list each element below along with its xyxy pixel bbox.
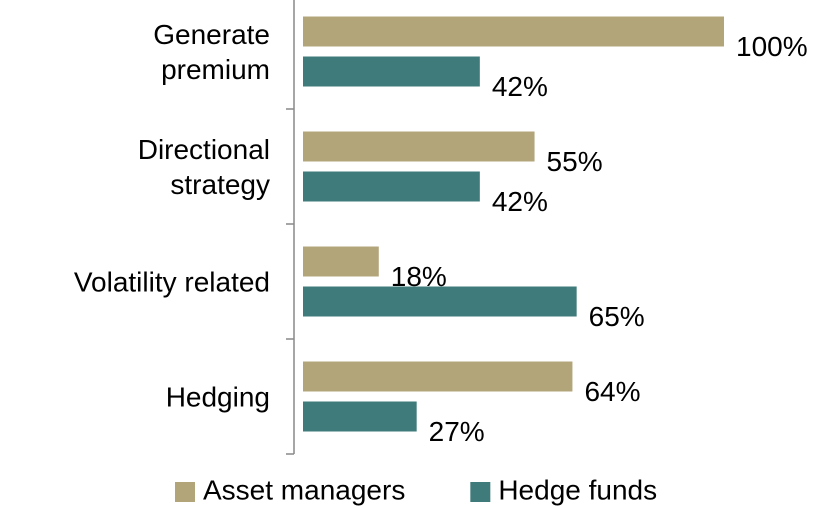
value-label: 55% xyxy=(547,146,603,177)
bar xyxy=(303,16,724,47)
category-label: Hedging xyxy=(165,381,270,412)
bar xyxy=(303,246,379,277)
bar xyxy=(303,361,573,392)
legend-swatch xyxy=(470,482,491,502)
value-label: 42% xyxy=(492,186,548,217)
category-label: Directional strategy xyxy=(137,133,270,200)
value-label: 100% xyxy=(736,31,808,62)
bar xyxy=(303,131,535,162)
value-label: 64% xyxy=(584,376,640,407)
legend-label: Hedge funds xyxy=(498,474,657,505)
value-label: 65% xyxy=(589,301,645,332)
value-label: 27% xyxy=(429,416,485,447)
category-label: Generate premium xyxy=(153,18,270,85)
legend-swatch xyxy=(175,482,195,502)
bar xyxy=(303,171,480,202)
legend-label: Asset managers xyxy=(203,474,405,505)
bar xyxy=(303,56,480,87)
bar xyxy=(303,286,577,317)
value-label: 42% xyxy=(492,71,548,102)
bar xyxy=(303,401,417,432)
category-label: Volatility related xyxy=(73,266,270,297)
